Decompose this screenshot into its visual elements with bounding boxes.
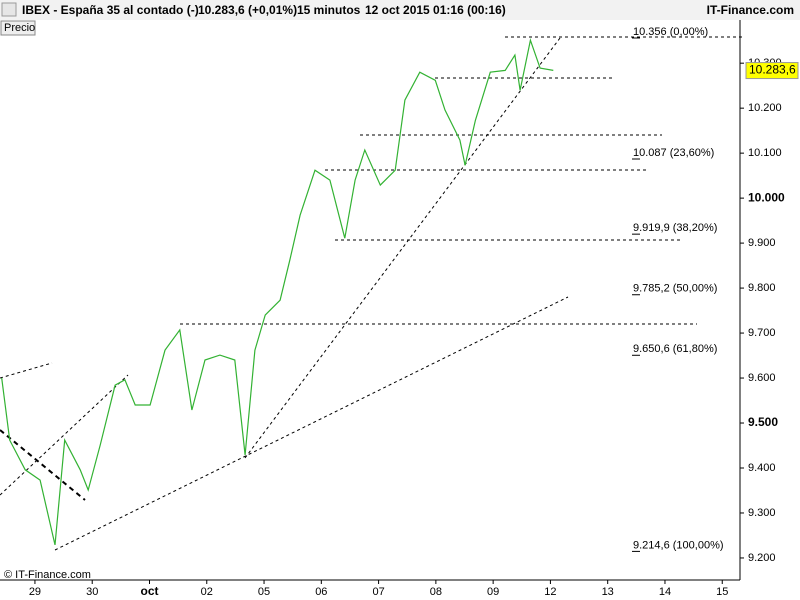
last-price-label: 10.283,6	[749, 63, 796, 77]
fib-label: 9.214,6 (100,00%)	[633, 539, 724, 551]
legend-box	[0, 20, 36, 36]
fib-label: 9.785,2 (50,00%)	[633, 283, 717, 295]
y-tick-label: 9.700	[748, 327, 776, 339]
legend-entry: Precio	[4, 22, 35, 34]
footer: © IT-Finance.com	[4, 569, 91, 581]
x-tick-label: 06	[315, 586, 327, 598]
trendline	[54, 296, 569, 551]
last-price-box	[745, 62, 799, 80]
x-tick-label: 15	[716, 586, 728, 598]
y-tick-label: 9.800	[748, 282, 776, 294]
x-tick-label: 09	[487, 586, 499, 598]
quote: 10.283,6 (+0,01%)	[198, 3, 297, 17]
x-tick-label: 13	[602, 586, 614, 598]
x-tick-label: 30	[86, 586, 98, 598]
drawings	[0, 36, 745, 551]
price-line	[1, 37, 554, 546]
trendline	[0, 362, 53, 379]
y-tick-label: 9.300	[748, 507, 776, 519]
x-tick-label: 05	[258, 586, 270, 598]
y-tick-label: 9.900	[748, 237, 776, 249]
fib-label: 9.650,6 (61,80%)	[633, 343, 717, 355]
x-tick-label: oct	[140, 584, 158, 598]
x-tick-label: 14	[659, 586, 671, 598]
x-tick-label: 12	[544, 586, 556, 598]
y-tick-label: 10.000	[748, 190, 785, 204]
y-tick-label: 9.500	[748, 415, 778, 429]
header-bar	[0, 0, 800, 20]
interval: 15 minutos	[297, 3, 361, 17]
x-tick-label: 08	[430, 586, 442, 598]
y-tick-label: 9.600	[748, 372, 776, 384]
y-tick-label: 9.400	[748, 462, 776, 474]
fib-label: 10.356 (0,00%)	[633, 26, 708, 38]
menu-icon[interactable]	[1, 2, 17, 17]
trendline	[0, 374, 129, 496]
y-tick-label: 9.200	[748, 552, 776, 564]
brand: IT-Finance.com	[707, 3, 794, 17]
fib-label: 9.919,9 (38,20%)	[633, 222, 717, 234]
symbol: IBEX - España 35 al contado (-)	[22, 3, 199, 17]
trendline	[0, 429, 86, 501]
fib-label: 10.087 (23,60%)	[633, 147, 714, 159]
y-tick-label: 10.100	[748, 147, 782, 159]
datetime: 12 oct 2015 01:16 (00:16)	[365, 3, 506, 17]
y-tick-label: 10.200	[748, 102, 782, 114]
x-tick-label: 29	[29, 586, 41, 598]
x-tick-label: 07	[372, 586, 384, 598]
x-tick-label: 02	[201, 586, 213, 598]
